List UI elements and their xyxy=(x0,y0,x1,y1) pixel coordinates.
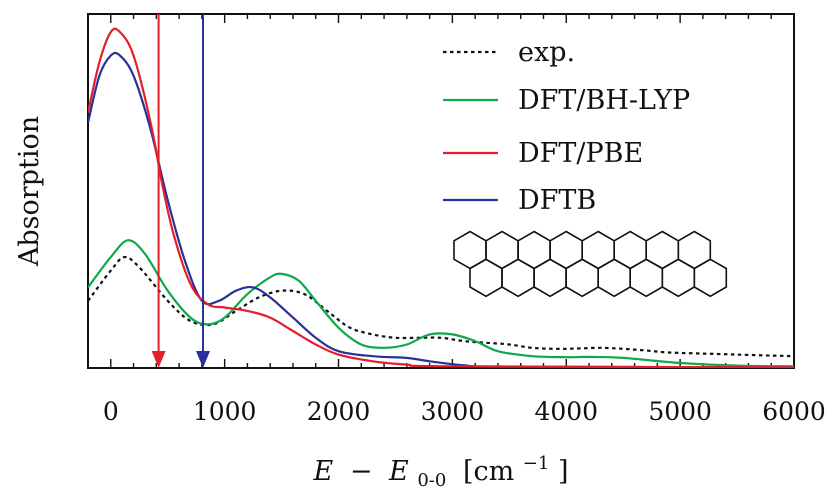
x-axis-title-unit-open: [cm xyxy=(463,456,514,487)
legend-label: DFT/PBE xyxy=(518,138,643,169)
legend-label: exp. xyxy=(518,37,575,68)
hexagon-ring xyxy=(693,258,728,298)
marker-arrowhead-1 xyxy=(151,351,166,368)
x-axis-title-subvar: E xyxy=(388,456,409,487)
x-tick-label: 1000 xyxy=(193,397,257,426)
x-tick-label: 6000 xyxy=(762,397,826,426)
x-tick-label: 4000 xyxy=(534,397,598,426)
x-axis-title-sub: 0-0 xyxy=(417,470,446,491)
series-layer xyxy=(88,27,794,368)
series-line-dftb xyxy=(88,51,794,368)
series-line-dft-bh-lyp xyxy=(88,239,794,368)
legend: exp. DFT/BH-LYP DFT/PBE DFTB xyxy=(443,37,690,216)
arrow-layer xyxy=(151,14,211,368)
molecule-structure-icon xyxy=(453,230,728,298)
x-axis-title-var: E xyxy=(313,456,334,487)
x-axis-title-minus: − xyxy=(350,456,373,487)
x-tick-label: 3000 xyxy=(421,397,485,426)
y-axis-title: Absorption xyxy=(14,116,45,267)
x-axis-title-unit-close: ] xyxy=(558,456,569,487)
plot-frame xyxy=(87,13,795,369)
x-tick-label: 2000 xyxy=(307,397,371,426)
x-axis-title-unit-exp: −1 xyxy=(523,453,550,474)
x-axis-title: E − E 0-0 [cm −1 ] xyxy=(313,445,569,493)
legend-label: DFTB xyxy=(518,185,596,216)
marker-arrowhead-2 xyxy=(196,351,211,368)
x-tick-label: 5000 xyxy=(648,397,712,426)
series-line-exp xyxy=(88,255,794,358)
series-line-dft-pbe xyxy=(88,27,794,368)
legend-label: DFT/BH-LYP xyxy=(518,85,690,116)
x-tick-label: 0 xyxy=(103,397,119,426)
x-axis-ticks: 0 1000 2000 3000 4000 5000 6000 xyxy=(87,14,826,426)
